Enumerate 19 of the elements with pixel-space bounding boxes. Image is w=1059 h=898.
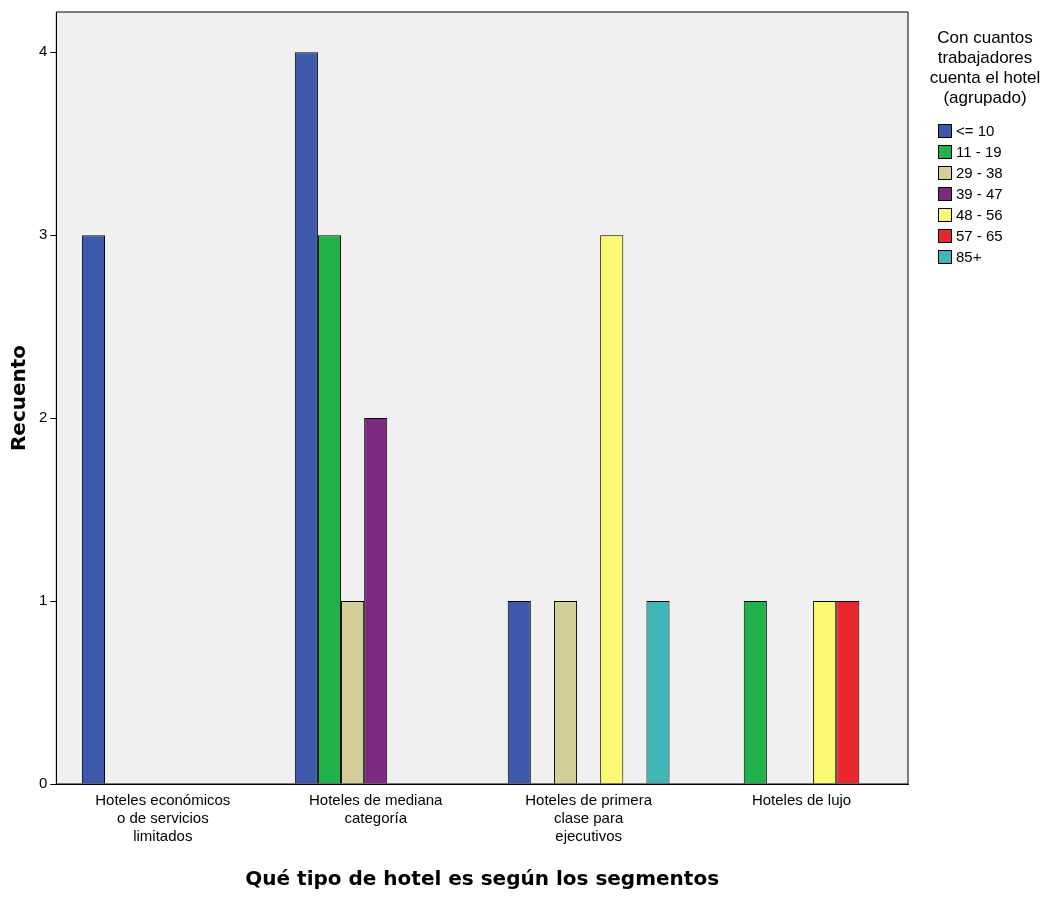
y-tick-label: 2 [39,408,48,426]
legend-label: 48 - 56 [956,206,1003,223]
legend-label: 57 - 65 [956,227,1003,244]
x-axis-title: Qué tipo de hotel es según los segmentos [245,866,720,891]
y-tick-label: 1 [39,591,48,609]
x-tick-label: Hoteles económicos o de servicios limitados [95,791,231,845]
y-axis-title: Recuento [6,344,31,452]
legend-label: 85+ [956,248,982,265]
x-tick-label: Hoteles de lujo [751,791,852,809]
x-tick-label: Hoteles de mediana categoría [309,791,444,827]
legend-label: 29 - 38 [956,164,1003,181]
y-tick-label: 4 [39,42,48,60]
y-tick-label: 3 [39,225,48,243]
legend-label: 11 - 19 [956,143,1002,160]
legend-title: Con cuantos trabajadores cuenta el hotel (agrupado) [928,28,1042,108]
legend-label: 39 - 47 [956,185,1003,202]
x-tick-label: Hoteles de primera clase para ejecutivos [525,791,653,845]
legend-label: <= 10 [956,122,995,139]
y-tick-label: 0 [39,774,48,792]
